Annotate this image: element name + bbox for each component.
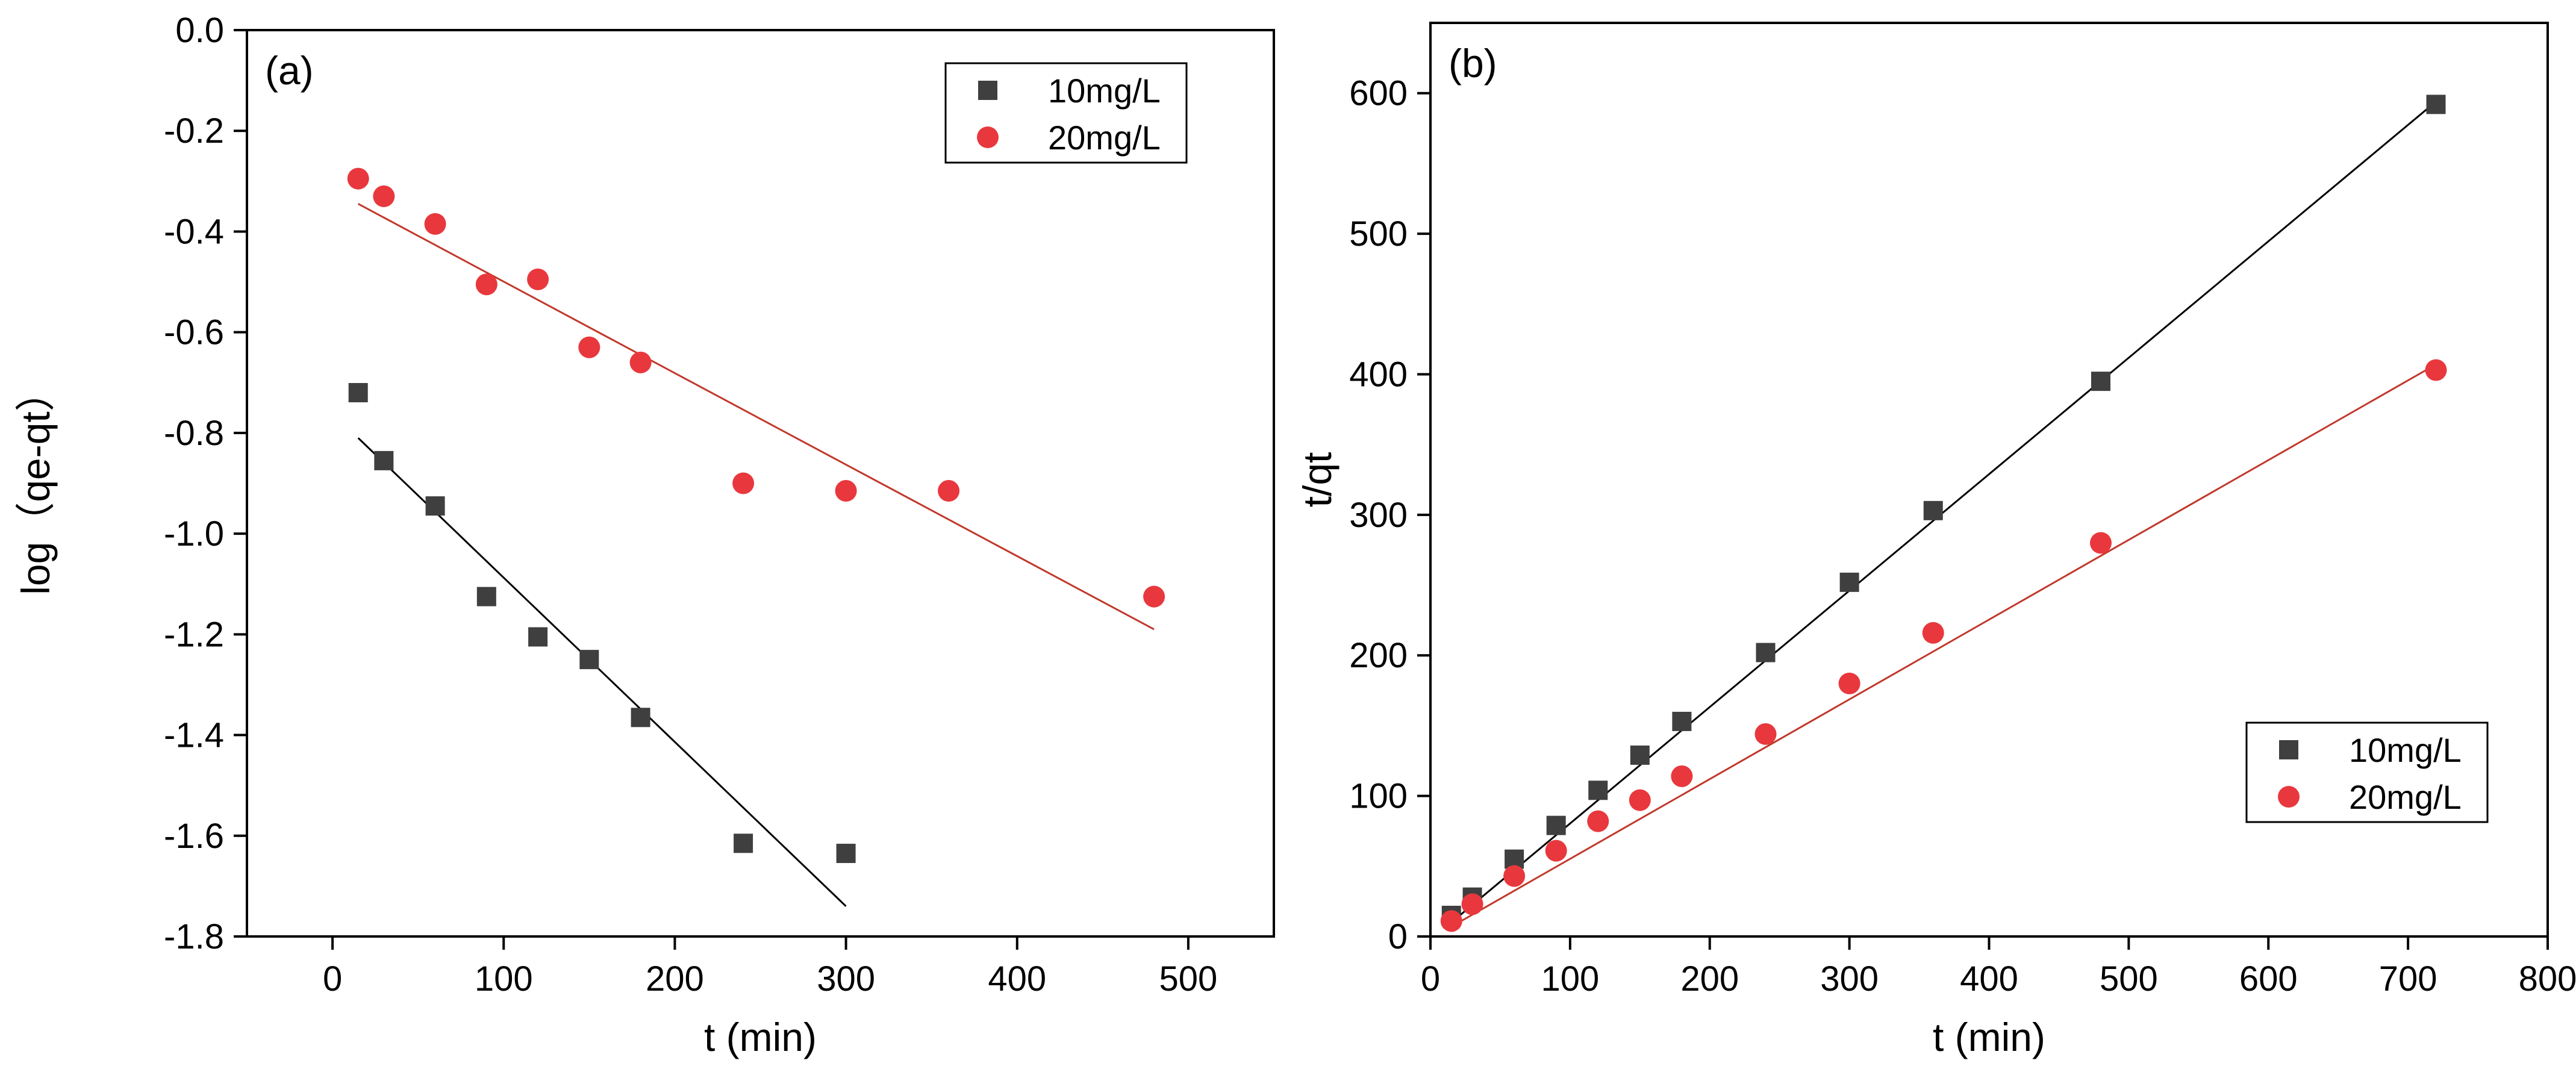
data-point-10mgl — [348, 383, 368, 402]
x-tick-label: 0 — [1421, 959, 1440, 999]
x-tick-label: 200 — [1680, 959, 1739, 999]
data-point-20mgl — [1587, 810, 1609, 832]
legend-marker-square — [2279, 740, 2298, 759]
legend-marker-square — [978, 81, 997, 100]
x-tick-label: 300 — [1820, 959, 1879, 999]
data-point-20mgl — [2425, 359, 2447, 381]
x-tick-label: 100 — [475, 959, 533, 999]
data-point-20mgl — [629, 351, 652, 373]
y-tick-label: -1.2 — [164, 615, 224, 654]
y-tick-label: -1.8 — [164, 917, 224, 956]
x-tick-label: 800 — [2519, 959, 2576, 999]
y-tick-label: 200 — [1349, 636, 1408, 675]
legend-label: 20mg/L — [1048, 119, 1161, 157]
data-point-20mgl — [424, 213, 446, 235]
x-tick-label: 600 — [2239, 959, 2298, 999]
y-tick-label: 100 — [1349, 777, 1408, 816]
data-point-20mgl — [1671, 765, 1693, 787]
y-tick-label: -1.0 — [164, 514, 224, 553]
data-point-10mgl — [1923, 500, 1943, 520]
data-point-10mgl — [2426, 95, 2446, 114]
legend-marker-circle — [2278, 786, 2300, 808]
data-point-20mgl — [527, 268, 549, 290]
panel-a-pseudo-first-order-chart: 0 100 200 300 400 500 0.0 -0.2 -0.4 -0.6 -0.8 -1.0 -… — [13, 11, 1275, 1059]
x-axis-title: t (min) — [1933, 1015, 2045, 1059]
data-point-20mgl — [373, 185, 395, 207]
x-tick-label: 500 — [1159, 959, 1218, 999]
data-point-10mgl — [2091, 372, 2110, 391]
fit-line-10mgl — [1450, 101, 2437, 923]
data-point-20mgl — [835, 480, 857, 502]
data-point-20mgl — [578, 336, 600, 358]
data-point-20mgl — [1838, 672, 1860, 694]
panel-label: (b) — [1449, 41, 1497, 86]
x-tick-label: 200 — [646, 959, 704, 999]
data-point-10mgl — [528, 627, 548, 647]
data-point-20mgl — [1440, 910, 1462, 932]
data-point-10mgl — [1756, 643, 1776, 662]
data-point-20mgl — [1503, 865, 1526, 887]
legend-label: 20mg/L — [2349, 778, 2462, 816]
y-tick-label: 0 — [1388, 917, 1408, 956]
data-point-20mgl — [1545, 840, 1567, 862]
y-tick-label: -0.8 — [164, 414, 224, 453]
x-tick-label: 700 — [2379, 959, 2437, 999]
legend-label: 10mg/L — [1048, 72, 1161, 110]
data-point-20mgl — [732, 472, 755, 494]
data-point-10mgl — [631, 708, 650, 727]
fit-line-20mgl — [358, 203, 1155, 631]
data-point-20mgl — [938, 480, 960, 502]
data-point-10mgl — [1630, 745, 1650, 765]
y-tick-label: -0.2 — [164, 111, 224, 151]
data-point-20mgl — [1754, 723, 1777, 745]
y-tick-label: -1.4 — [164, 716, 224, 755]
y-axis-title: log（qe-qt） — [13, 372, 58, 595]
fit-line-20mgl — [1451, 363, 2437, 927]
data-point-20mgl — [475, 273, 497, 296]
data-point-10mgl — [1588, 780, 1608, 800]
y-tick-label: 500 — [1349, 214, 1408, 254]
data-point-10mgl — [1839, 572, 1859, 592]
y-tick-label: 600 — [1349, 74, 1408, 113]
data-point-10mgl — [1672, 711, 1692, 731]
panel-b-pseudo-second-order-chart: 0 100 200 300 400 500 600 700 800 0 100 200 300 400 50… — [1295, 22, 2576, 1059]
x-tick-label: 300 — [817, 959, 875, 999]
fit-line-10mgl — [357, 437, 847, 907]
y-tick-label: 400 — [1349, 355, 1408, 394]
data-point-20mgl — [2090, 532, 2112, 554]
y-tick-label: 0.0 — [175, 11, 224, 50]
data-point-10mgl — [734, 833, 753, 853]
x-tick-label: 400 — [988, 959, 1046, 999]
data-point-20mgl — [1143, 585, 1165, 608]
y-axis-title: t/qt — [1295, 452, 1339, 508]
data-point-20mgl — [1922, 622, 1944, 644]
data-point-10mgl — [374, 450, 394, 470]
data-point-10mgl — [579, 650, 599, 670]
x-tick-label: 0 — [323, 959, 342, 999]
data-point-10mgl — [425, 496, 445, 516]
plot-frame — [246, 29, 1275, 938]
y-tick-label: 300 — [1349, 496, 1408, 535]
x-tick-label: 500 — [2100, 959, 2158, 999]
y-tick-label: -0.4 — [164, 212, 224, 251]
data-point-10mgl — [476, 587, 496, 606]
data-point-20mgl — [347, 167, 369, 190]
panel-label: (a) — [265, 48, 314, 93]
x-tick-label: 100 — [1541, 959, 1599, 999]
data-point-20mgl — [1629, 789, 1651, 811]
data-point-20mgl — [1461, 893, 1483, 915]
legend-marker-circle — [977, 126, 999, 148]
y-tick-label: -0.6 — [164, 313, 224, 352]
legend-label: 10mg/L — [2349, 731, 2462, 769]
data-point-10mgl — [1546, 815, 1566, 835]
data-point-10mgl — [836, 844, 856, 864]
x-axis-title: t (min) — [704, 1015, 817, 1059]
x-tick-label: 400 — [1960, 959, 2018, 999]
y-tick-label: -1.6 — [164, 817, 224, 856]
